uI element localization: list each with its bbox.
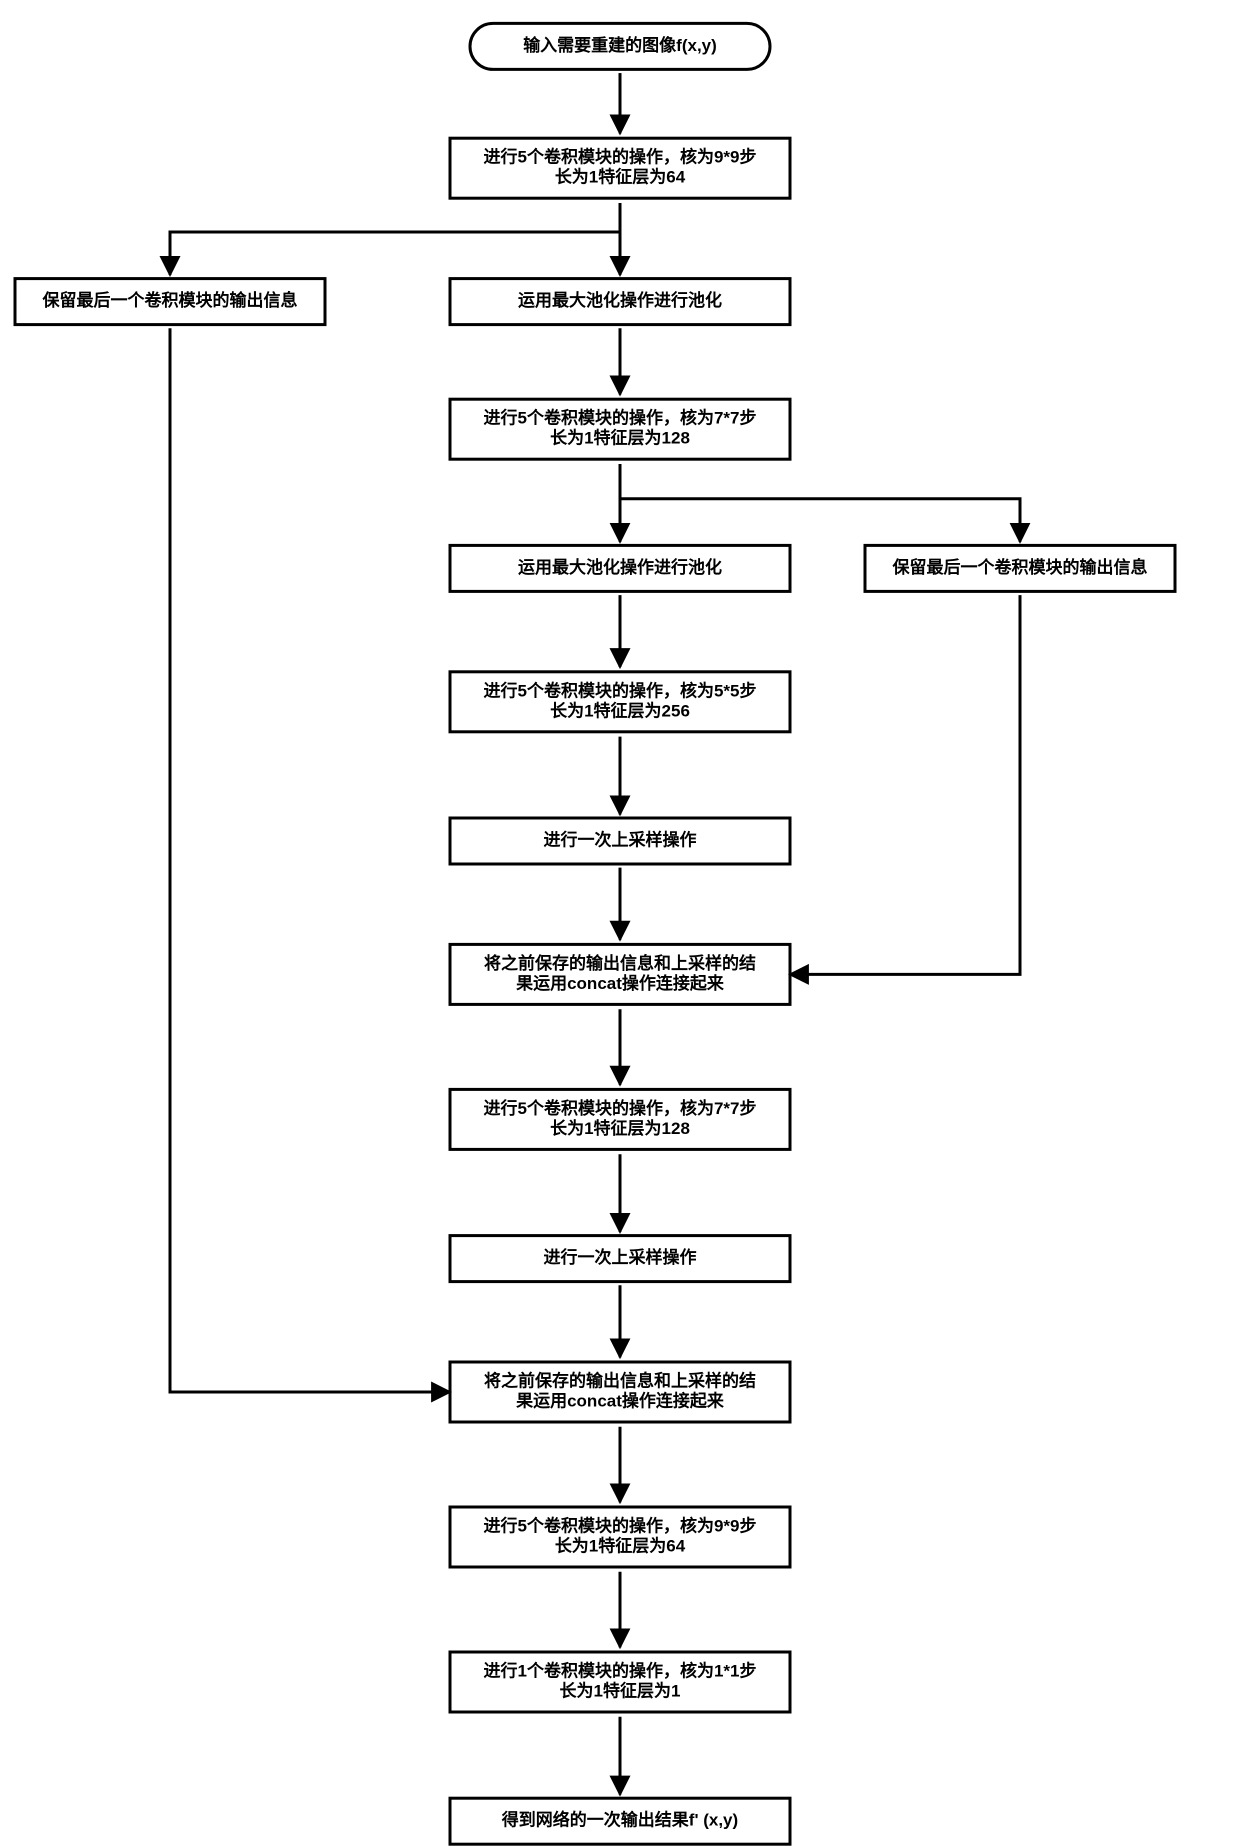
node-11-text-line0: 进行5个卷积模块的操作，核为9*9步: [484, 1515, 757, 1535]
node-1-text-line1: 长为1特征层为64: [555, 167, 686, 187]
node-7-text-line0: 将之前保存的输出信息和上采样的结: [484, 953, 756, 973]
node-1-text-line0: 进行5个卷积模块的操作，核为9*9步: [484, 147, 757, 167]
node-8-text-line1: 长为1特征层为128: [550, 1118, 690, 1138]
node-5-text-line1: 长为1特征层为256: [550, 700, 690, 720]
node-11-text-line1: 长为1特征层为64: [555, 1535, 686, 1555]
node-6-text-line0: 进行一次上采样操作: [544, 829, 697, 849]
side-node-left-text-line0: 保留最后一个卷积模块的输出信息: [42, 290, 298, 310]
flowchart-canvas: 输入需要重建的图像f(x,y) 进行5个卷积模块的操作，核为9*9步长为1特征层为…: [0, 0, 1240, 1846]
node-10-text-line1: 果运用concat操作连接起来: [516, 1390, 725, 1410]
node-4-text-line0: 运用最大池化操作进行池化: [518, 557, 722, 577]
branch-right-out: [620, 499, 1020, 542]
side-node-right-text-line0: 保留最后一个卷积模块的输出信息: [892, 557, 1148, 577]
branch-right-return: [790, 595, 1020, 974]
node-3-text-line0: 进行5个卷积模块的操作，核为7*7步: [484, 408, 757, 428]
node-13-text-line0: 得到网络的一次输出结果f' (x,y): [501, 1810, 738, 1830]
node-5-text-line0: 进行5个卷积模块的操作，核为5*5步: [484, 680, 757, 700]
node-9-text-line0: 进行一次上采样操作: [544, 1247, 697, 1267]
node-12-text-line0: 进行1个卷积模块的操作，核为1*1步: [484, 1660, 757, 1680]
node-12-text-line1: 长为1特征层为1: [560, 1680, 681, 1700]
start-node-text: 输入需要重建的图像f(x,y): [523, 35, 717, 55]
branch-left-return: [170, 328, 450, 1392]
node-10-text-line0: 将之前保存的输出信息和上采样的结: [484, 1370, 756, 1390]
node-2-text-line0: 运用最大池化操作进行池化: [518, 290, 722, 310]
node-8-text-line0: 进行5个卷积模块的操作，核为7*7步: [484, 1098, 757, 1118]
node-3-text-line1: 长为1特征层为128: [550, 428, 690, 448]
branch-left-out: [170, 232, 620, 275]
node-7-text-line1: 果运用concat操作连接起来: [516, 973, 725, 993]
